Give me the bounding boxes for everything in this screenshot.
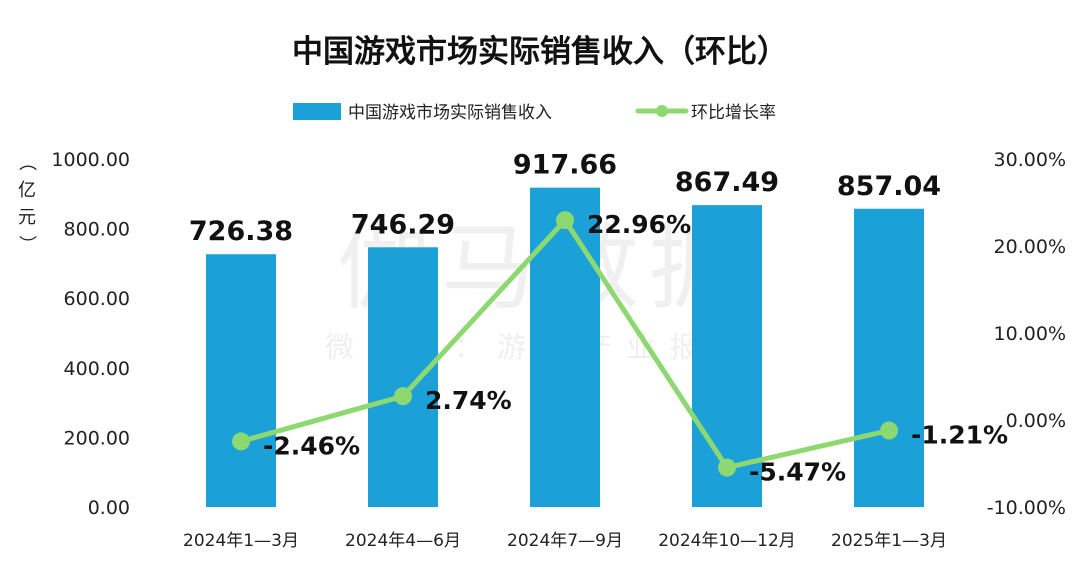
legend: 中国游戏市场实际销售收入 环比增长率: [293, 103, 776, 123]
y-right-tick-label: -10.00%: [987, 497, 1066, 519]
line-data-label: -1.21%: [911, 421, 1008, 450]
bar: [206, 254, 276, 507]
y-axis-unit-char: ）: [16, 235, 37, 253]
line-point: [718, 458, 736, 477]
x-tick-label: 2025年1—3月: [831, 531, 947, 551]
y-left-tick-label: 800.00: [64, 219, 130, 241]
y-left-tick-label: 0.00: [88, 497, 130, 519]
bar-data-label: 867.49: [675, 167, 779, 198]
bar: [692, 205, 762, 508]
y-left-tick-label: 1000.00: [51, 149, 130, 171]
y-axis-unit-char: 亿: [18, 180, 36, 201]
bar: [530, 187, 600, 507]
bar-series: [206, 187, 924, 508]
line-data-label: -5.47%: [749, 458, 846, 487]
x-tick-label: 2024年1—3月: [183, 531, 299, 551]
line-data-label: 22.96%: [587, 210, 691, 239]
line-series: [232, 211, 898, 477]
y-axis-unit-char: （: [16, 153, 37, 171]
legend-swatch-bar: [293, 103, 341, 120]
bar-data-label: 746.29: [351, 209, 455, 240]
legend-swatch-marker: [656, 105, 668, 117]
line-data-label: -2.46%: [263, 431, 360, 460]
y-right-tick-label: 0.00%: [1006, 410, 1066, 432]
x-tick-label: 2024年7—9月: [507, 531, 623, 551]
legend-label-line: 环比增长率: [691, 103, 776, 123]
y-left-tick-label: 200.00: [64, 427, 130, 449]
bar: [854, 208, 924, 508]
y-left-tick-label: 600.00: [64, 288, 130, 310]
x-tick-label: 2024年10—12月: [658, 531, 796, 551]
y-right-tick-label: 30.00%: [994, 149, 1066, 171]
line-point: [556, 211, 574, 230]
line-point: [394, 387, 412, 406]
bar-data-label: 726.38: [189, 216, 293, 247]
y-axis-unit-label: （ 亿元 ）: [16, 153, 37, 253]
line-data-labels: -2.46% 2.74% 22.96% -5.47% -1.21%: [263, 210, 1008, 486]
y-right-tick-label: 20.00%: [994, 236, 1066, 258]
line-point: [232, 432, 250, 451]
y-right-tick-label: 10.00%: [994, 323, 1066, 345]
y-axis-right: -10.00% 0.00% 10.00% 20.00% 30.00%: [987, 149, 1066, 519]
chart-title: 中国游戏市场实际销售收入（环比）: [292, 34, 788, 70]
legend-label-bar: 中国游戏市场实际销售收入: [348, 103, 552, 123]
bar-data-label: 857.04: [837, 171, 941, 202]
bar: [368, 247, 438, 507]
y-axis-unit-char: 元: [18, 207, 36, 228]
x-tick-label: 2024年4—6月: [345, 531, 461, 551]
x-axis: 2024年1—3月 2024年4—6月 2024年7—9月 2024年10—12月 20…: [183, 531, 947, 551]
line-data-label: 2.74%: [425, 386, 512, 415]
bar-data-label: 917.66: [513, 150, 617, 181]
y-left-tick-label: 400.00: [64, 358, 130, 380]
bar-data-labels: 726.38 746.29 917.66 867.49 857.04: [189, 150, 941, 248]
line-point: [880, 421, 898, 440]
y-axis-left: 0.00 200.00 400.00 600.00 800.00 1000.00: [51, 149, 130, 519]
